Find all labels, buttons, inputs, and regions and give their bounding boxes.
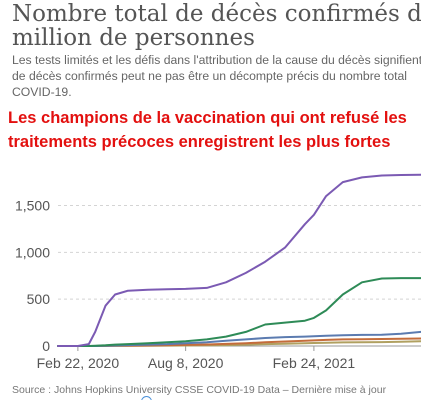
x-tick-label: Feb 24, 2021 — [273, 355, 356, 371]
red-overlay-caption: Les champions de la vaccination qui ont … — [8, 106, 421, 154]
x-tick-label: Aug 8, 2020 — [148, 355, 224, 371]
x-tick-label: Feb 22, 2020 — [37, 355, 120, 371]
series-line — [57, 277, 421, 347]
y-tick-label: 500 — [27, 291, 51, 307]
x-axis-ticks: Feb 22, 2020 Aug 8, 2020 Feb 24, 2021 — [37, 346, 356, 371]
chart-subtitle-line-3: COVID-19. — [12, 85, 72, 99]
series-line — [57, 173, 421, 347]
source-note: Source : Johns Hopkins University CSSE C… — [12, 384, 387, 396]
y-axis-ticks: 0 500 1,000 1,500 — [15, 197, 50, 354]
chart-title-line-1: Nombre total de décès confirmés dus à — [12, 1, 421, 27]
chart-title-line-2: million de personnes — [12, 25, 255, 51]
chart-subtitle-line-2: de décès confirmés peut ne pas être un d… — [12, 69, 407, 83]
y-tick-label: 1,000 — [15, 244, 50, 260]
chart-title: Nombre total de décès confirmés dus à mi… — [12, 2, 421, 50]
info-circle-icon[interactable] — [141, 396, 152, 400]
chart-subtitle: Les tests limités et les défis dans l'at… — [12, 52, 421, 100]
series-lines — [57, 173, 421, 347]
y-tick-label: 0 — [42, 338, 50, 354]
red-overlay-caption-line-1: Les champions de la vaccination qui ont … — [8, 109, 407, 127]
chart-subtitle-line-1: Les tests limités et les défis dans l'at… — [12, 53, 421, 67]
red-overlay-caption-line-2: traitements précoces enregistrent les pl… — [8, 133, 391, 151]
y-tick-label: 1,500 — [15, 197, 50, 213]
